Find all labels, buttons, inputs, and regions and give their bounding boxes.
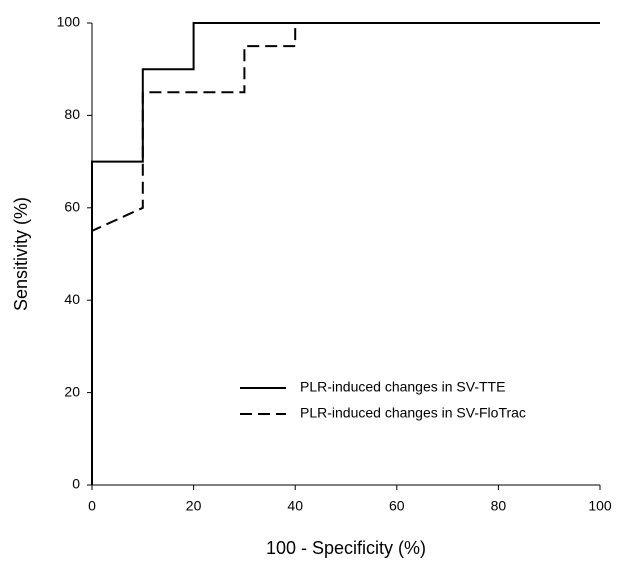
x-tick-label: 0 xyxy=(88,498,96,514)
x-tick-label: 20 xyxy=(186,498,202,514)
y-tick-label: 60 xyxy=(64,199,80,215)
line xyxy=(91,22,600,485)
line xyxy=(91,22,600,485)
y-tick-label: 80 xyxy=(64,106,80,122)
x-tick-label: 60 xyxy=(389,498,405,514)
y-tick-label: 40 xyxy=(64,291,80,307)
x-tick-label: 80 xyxy=(491,498,507,514)
legend-label: PLR-induced changes in SV-TTE xyxy=(300,379,505,395)
x-tick-label: 100 xyxy=(588,498,612,514)
y-tick-label: 20 xyxy=(64,383,80,399)
x-axis-title: 100 - Specificity (%) xyxy=(266,538,426,558)
y-tick-label: 0 xyxy=(72,476,80,492)
legend-label: PLR-induced changes in SV-FloTrac xyxy=(300,405,526,421)
x-tick-label: 40 xyxy=(287,498,303,514)
y-tick-label: 100 xyxy=(57,14,81,30)
y-axis-title: Sensitivity (%) xyxy=(11,197,31,311)
